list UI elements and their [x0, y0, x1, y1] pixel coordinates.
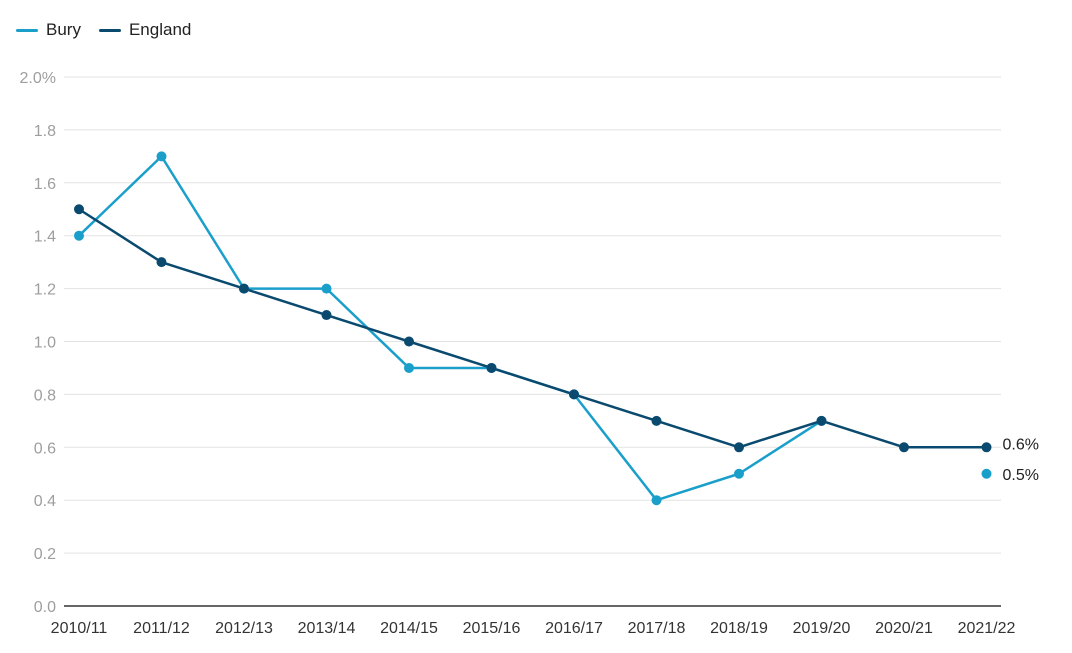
y-tick-label: 1.2 — [34, 282, 56, 299]
x-tick-label: 2020/21 — [875, 620, 933, 637]
series-line-england — [78, 208, 987, 449]
y-tick-label: 0.8 — [34, 387, 56, 404]
legend-label-bury: Bury — [46, 20, 81, 39]
data-point-bury — [321, 283, 332, 294]
data-point-bury — [651, 495, 662, 506]
x-tick-label: 2011/12 — [133, 620, 190, 637]
legend-item-bury: Bury — [16, 20, 81, 40]
data-point-bury — [734, 468, 744, 479]
data-point-england — [321, 310, 332, 321]
y-tick-label: 1.4 — [34, 229, 56, 246]
x-tick-label: 2014/15 — [380, 620, 438, 637]
data-point-bury — [74, 230, 84, 241]
y-tick-label: 1.6 — [34, 176, 56, 193]
y-tick-label: 1.0 — [34, 335, 56, 352]
y-tick-label: 1.8 — [34, 123, 56, 140]
data-point-england — [74, 204, 84, 215]
x-tick-label: 2013/14 — [298, 620, 356, 637]
legend-item-england: England — [98, 20, 192, 40]
data-point-england — [404, 336, 414, 347]
data-point-bury — [156, 151, 167, 162]
end-label-england: 0.6% — [1003, 436, 1039, 453]
y-tick-label: 0.0 — [34, 599, 56, 616]
data-point-england — [981, 442, 992, 453]
series-line-bury — [79, 156, 987, 500]
x-tick-label: 2021/22 — [958, 620, 1016, 637]
end-label-bury: 0.5% — [1003, 467, 1039, 484]
y-tick-label: 0.6 — [34, 440, 56, 457]
y-tick-label: 0.2 — [34, 546, 56, 563]
x-tick-label: 2012/13 — [215, 620, 273, 637]
y-tick-label: 0.4 — [34, 493, 56, 510]
data-point-england — [239, 283, 249, 294]
data-point-england — [486, 362, 497, 373]
x-tick-label: 2016/17 — [545, 620, 603, 637]
data-point-bury — [981, 468, 992, 479]
legend: Bury England — [16, 20, 191, 40]
data-point-england — [816, 415, 827, 426]
data-point-england — [899, 442, 909, 453]
y-tick-label: 2.0% — [20, 70, 56, 87]
data-point-england — [569, 389, 579, 400]
x-tick-label: 2017/18 — [628, 620, 686, 637]
x-tick-label: 2010/11 — [51, 620, 108, 637]
data-point-bury — [404, 362, 414, 373]
data-point-england — [156, 257, 167, 268]
x-tick-label: 2015/16 — [463, 620, 521, 637]
legend-swatch-bury — [16, 28, 38, 32]
data-point-england — [651, 415, 662, 426]
legend-swatch-england — [98, 28, 121, 32]
data-point-england — [734, 442, 744, 453]
legend-label-england: England — [128, 20, 192, 39]
x-tick-label: 2018/19 — [710, 620, 768, 637]
x-tick-label: 2019/20 — [793, 620, 851, 637]
